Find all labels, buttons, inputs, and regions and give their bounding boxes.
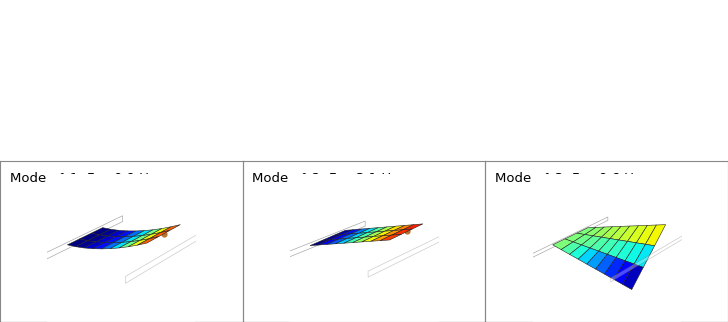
Text: Mode n° 2: F = 3.1 Hz: Mode n° 2: F = 3.1 Hz — [253, 172, 399, 185]
Text: Mode n° 3: F = 9.6 Hz: Mode n° 3: F = 9.6 Hz — [495, 172, 641, 185]
Text: Mode n° 1: F = 0.9 Hz: Mode n° 1: F = 0.9 Hz — [9, 172, 156, 185]
